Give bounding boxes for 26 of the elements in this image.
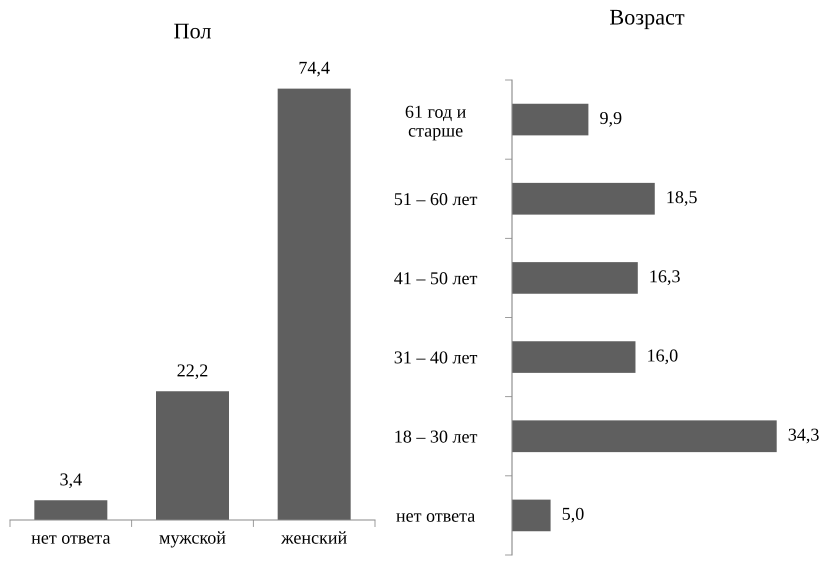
data-label: 18,5 [667,191,697,206]
y-tick-label: 31 – 40 лет [394,351,478,364]
y-tick-label: 18 – 30 лет [395,430,478,443]
x-tick-label: мужской [159,531,226,548]
y-tick-label: 61 год и старше [406,106,466,140]
y-tick-label: нет ответа [396,513,476,522]
data-label: 34,3 [788,428,819,444]
data-label: 74,4 [300,62,330,76]
data-label: 5,0 [562,508,584,523]
data-label: 16,0 [648,349,678,364]
data-label: 9,9 [600,112,622,127]
data-label: 16,3 [650,270,680,286]
data-label: 22,2 [177,364,208,380]
y-tick-label: 41 – 50 лет [394,272,478,284]
chart-title: Возраст [610,10,684,30]
x-tick-label: женский [281,531,347,544]
x-tick-label: нет ответа [32,535,110,544]
bar [512,104,588,136]
bar [512,420,777,452]
bar [512,500,551,532]
bar [512,262,638,294]
data-label: 3,4 [60,473,82,488]
chart-title: Пол [174,24,211,39]
bar [512,182,655,215]
bar [512,341,636,373]
y-tick-label: 51 – 60 лет [394,193,478,206]
